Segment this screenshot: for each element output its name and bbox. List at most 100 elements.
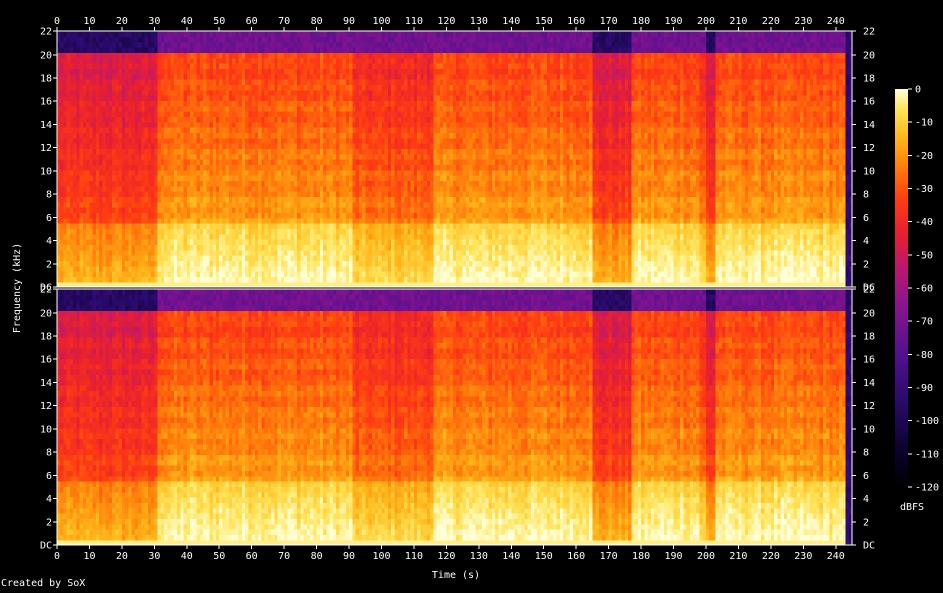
spectrogram-cell <box>118 159 123 165</box>
spectrogram-cell <box>216 36 220 43</box>
spectrogram-cell <box>160 169 165 176</box>
spectrogram-cell <box>248 121 253 128</box>
spectrogram-cell <box>121 100 126 107</box>
spectrogram-cell <box>151 95 155 101</box>
spectrogram-cell <box>183 57 188 64</box>
spectrogram-cell <box>144 255 149 261</box>
spectrogram-cell <box>199 159 204 165</box>
spectrogram-cell <box>222 116 227 123</box>
spectrogram-cell <box>102 84 107 91</box>
spectrogram-cell <box>118 95 123 101</box>
spectrogram-cell <box>60 73 65 80</box>
spectrogram-cell <box>95 159 100 165</box>
spectrogram-cell <box>264 239 269 245</box>
spectrogram-cell <box>125 132 129 139</box>
spectrogram-cell <box>261 239 266 245</box>
spectrogram-cell <box>203 185 207 192</box>
spectrogram-cell <box>180 68 185 75</box>
spectrogram-cell <box>212 79 217 85</box>
spectrogram-cell <box>144 217 149 224</box>
spectrogram-cell <box>203 212 207 219</box>
spectrogram-cell <box>134 100 139 107</box>
spectrogram-cell <box>258 41 263 48</box>
spectrogram-cell <box>219 47 224 53</box>
spectrogram-cell <box>125 164 129 171</box>
spectrogram-cell <box>69 223 74 229</box>
spectrogram-cell <box>222 207 227 213</box>
spectrogram-cell <box>115 127 120 133</box>
spectrogram-cell <box>95 41 100 48</box>
spectrogram-cell <box>57 137 61 144</box>
spectrogram-cell <box>73 201 78 208</box>
spectrogram-cell <box>225 79 230 85</box>
spectrogram-cell <box>193 191 198 197</box>
spectrogram-cell <box>193 111 198 117</box>
spectrogram-cell <box>238 68 243 75</box>
spectrogram-cell <box>238 185 243 192</box>
spectrogram-cell <box>225 244 230 251</box>
spectrogram-cell <box>254 116 259 123</box>
spectrogram-cell <box>154 281 159 288</box>
spectrogram-cell <box>261 148 266 155</box>
spectrogram-cell <box>170 169 175 176</box>
spectrogram-cell <box>212 105 217 112</box>
spectrogram-cell <box>254 31 259 37</box>
spectrogram-cell <box>60 132 65 139</box>
spectrogram-cell <box>180 63 185 69</box>
spectrogram-cell <box>79 79 84 85</box>
spectrogram-cell <box>264 159 269 165</box>
spectrogram-cell <box>95 281 100 288</box>
spectrogram-cell <box>86 223 91 229</box>
spectrogram-cell <box>121 63 126 69</box>
spectrogram-cell <box>157 260 162 267</box>
spectrogram-cell <box>76 207 81 213</box>
spectrogram-cell <box>183 121 188 128</box>
spectrogram-cell <box>245 57 250 64</box>
spectrogram-cell <box>228 116 233 123</box>
spectrogram-cell <box>193 153 198 160</box>
spectrogram-cell <box>76 180 81 187</box>
spectrogram-cell <box>69 57 74 64</box>
spectrogram-cell <box>63 73 68 80</box>
spectrogram-cell <box>86 148 91 155</box>
spectrogram-cell <box>164 116 168 123</box>
spectrogram-cell <box>66 249 71 256</box>
spectrogram-cell <box>238 132 243 139</box>
spectrogram-cell <box>82 169 87 176</box>
spectrogram-cell <box>167 169 172 176</box>
spectrogram-cell <box>251 89 256 96</box>
spectrogram-cell <box>232 249 237 256</box>
spectrogram-cell <box>95 233 100 240</box>
spectrogram-cell <box>115 223 120 229</box>
spectrogram-cell <box>134 84 139 91</box>
spectrogram-cell <box>170 164 175 171</box>
spectrogram-cell <box>154 143 159 149</box>
spectrogram-cell <box>141 185 146 192</box>
spectrogram-cell <box>199 228 204 235</box>
spectrogram-cell <box>121 95 126 101</box>
spectrogram-cell <box>241 132 246 139</box>
spectrogram-cell <box>134 201 139 208</box>
spectrogram-cell <box>112 169 116 176</box>
spectrogram-cell <box>183 79 188 85</box>
spectrogram-cell <box>267 164 272 171</box>
spectrogram-cell <box>170 265 175 272</box>
spectrogram-cell <box>219 143 224 149</box>
spectrogram-cell <box>203 175 207 181</box>
spectrogram-cell <box>92 265 97 272</box>
spectrogram-cell <box>167 265 172 272</box>
spectrogram-cell <box>232 47 237 53</box>
spectrogram-cell <box>232 68 237 75</box>
spectrogram-cell <box>203 89 207 96</box>
spectrogram-cell <box>79 63 84 69</box>
spectrogram-cell <box>76 233 81 240</box>
spectrogram-cell <box>212 143 217 149</box>
spectrogram-cell <box>131 73 136 80</box>
spectrogram-cell <box>219 233 224 240</box>
spectrogram-cell <box>154 73 159 80</box>
spectrogram-cell <box>232 121 237 128</box>
spectrogram-cell <box>164 137 168 144</box>
spectrogram-cell <box>99 281 104 288</box>
spectrogram-cell <box>173 265 178 272</box>
spectrogram-cell <box>241 159 246 165</box>
